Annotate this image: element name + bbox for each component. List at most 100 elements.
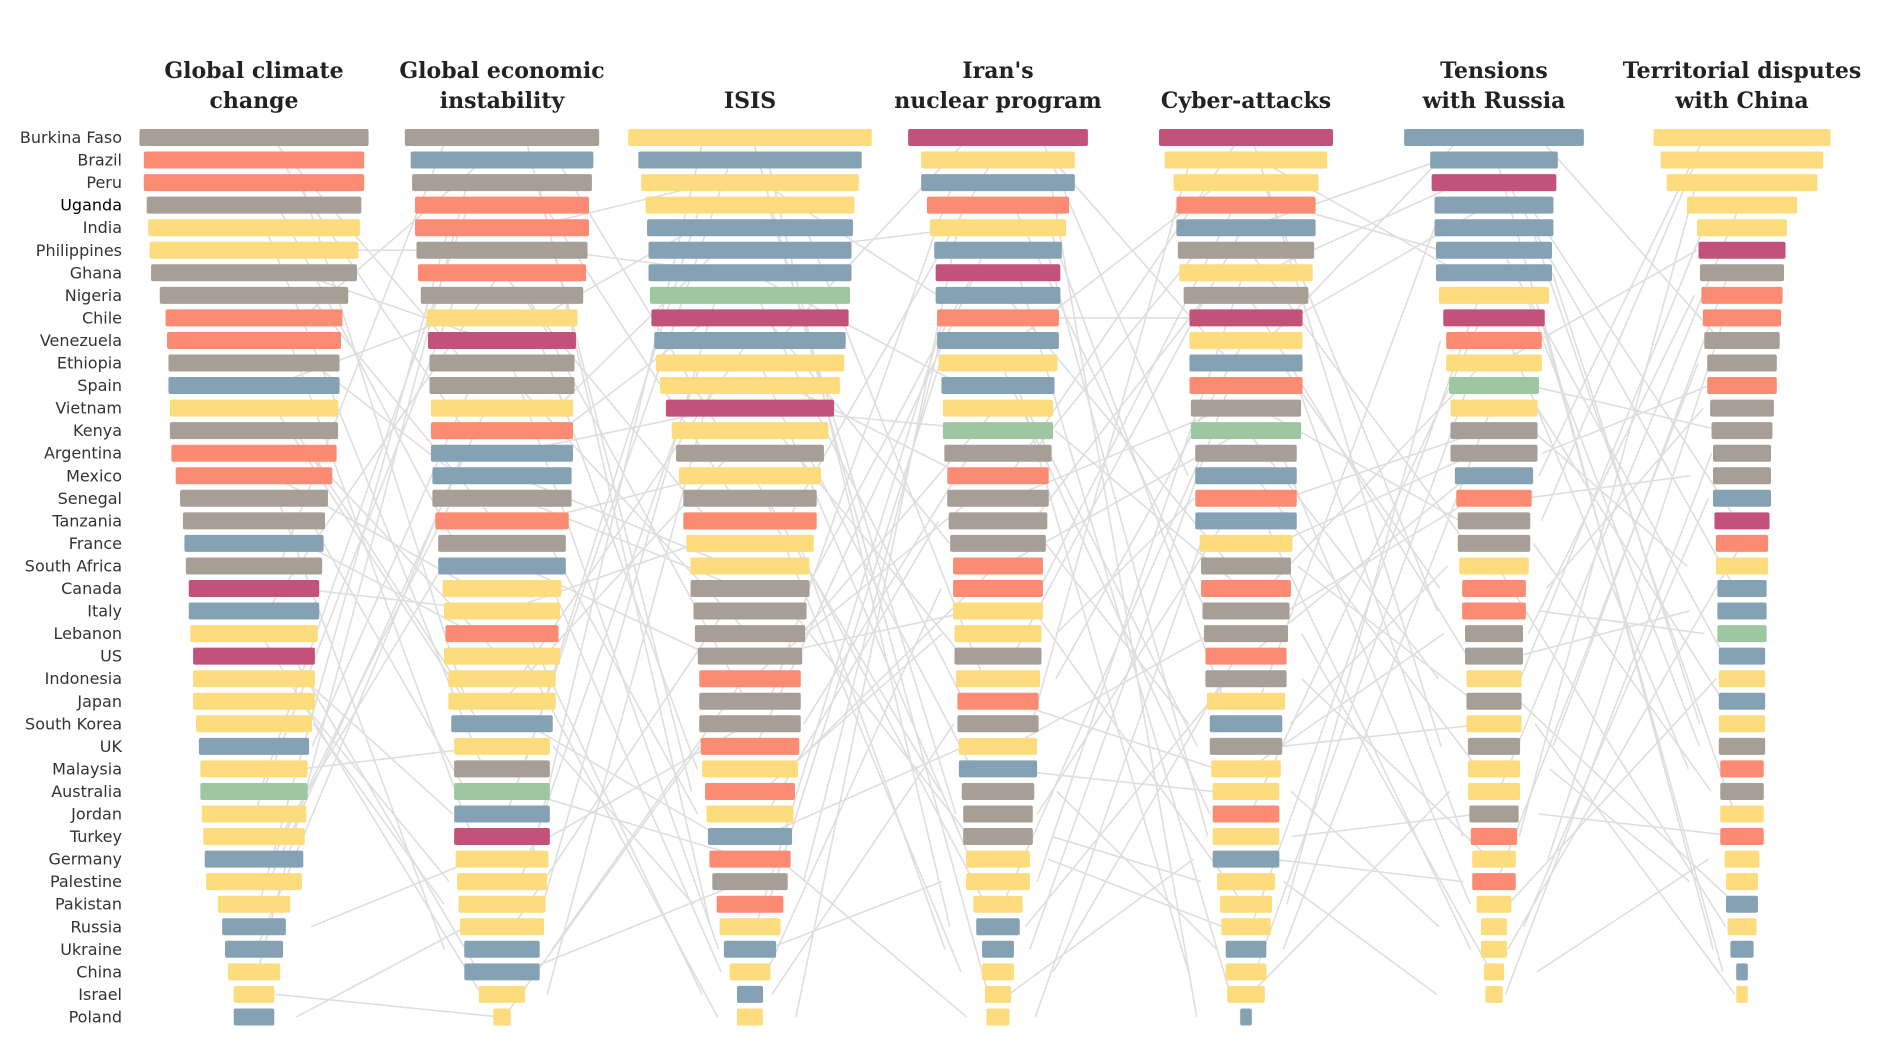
bar [628,129,872,146]
bar [1202,602,1290,620]
bar [934,241,1062,259]
bar [1465,625,1523,643]
bar [1718,715,1766,733]
bar [1164,151,1328,169]
bar [671,422,829,440]
bar [203,828,305,846]
bar [690,557,810,575]
bar [445,625,559,643]
bar [1199,534,1293,552]
bar [1189,377,1303,395]
connector-line [1536,407,1724,702]
bar [676,444,824,462]
country-label: Germany [48,850,122,869]
country-label: Australia [51,782,122,801]
connector-line [512,610,726,928]
connector-line [521,880,745,973]
bar [1724,850,1760,868]
connector-line [762,745,966,838]
bar [168,377,340,395]
country-label: Japan [76,692,122,711]
bar [448,692,556,710]
connector-line [1286,340,1442,905]
bar [1713,489,1771,507]
bar [706,805,794,823]
bar [957,692,1039,710]
bar [201,805,307,823]
bar [1717,580,1767,597]
bar [1720,760,1764,778]
bar [1467,782,1521,800]
bar [966,873,1030,891]
bar [1195,444,1297,462]
bar [660,377,840,395]
bar [947,489,1049,507]
connector-line [1301,633,1493,973]
bar [1201,580,1291,597]
connector-line [310,858,477,928]
bar [493,1008,511,1026]
bar [430,399,574,417]
bar [193,670,315,688]
bar [458,895,546,913]
bar [1159,129,1333,146]
bar [1736,963,1748,981]
bar [1176,219,1316,237]
bar [188,580,320,597]
bar [1718,737,1766,755]
connector-line [765,588,942,973]
bar [1467,737,1521,755]
bar [1480,918,1508,936]
bar [1727,918,1757,936]
connector-line [1547,317,1726,860]
country-label: Nigeria [65,286,122,305]
bar [1718,647,1766,665]
bar [1697,219,1787,237]
bar [429,377,575,395]
connector-line [307,452,501,657]
bar [1217,873,1275,891]
bar [459,918,545,936]
bar [986,1008,1010,1026]
connector-line [1031,249,1199,454]
bar [944,444,1052,462]
connector-line [1250,295,1481,928]
bar [665,399,835,417]
bar [976,918,1020,936]
column-header-line: instability [440,88,566,114]
connector-line [1251,137,1442,747]
column-header-line: Global economic [399,58,604,84]
bar [1179,264,1313,282]
bar [1467,760,1521,778]
country-label: Philippines [36,241,122,260]
connector-line [1263,520,1472,950]
connector-line [1056,790,1218,950]
country-label: Argentina [44,444,122,463]
bar [227,963,281,981]
bar [1713,467,1771,485]
connector-line [552,745,694,905]
country-label: Lebanon [53,624,122,643]
bar [982,940,1014,958]
bar [1212,850,1280,868]
bar [1183,286,1309,304]
bar [1472,873,1516,891]
bar [705,782,795,800]
connector-line [791,610,970,838]
bar [1431,174,1557,192]
bar [736,1008,764,1026]
connector-line [1507,340,1690,770]
connector-line [1258,227,1436,702]
bar [165,309,343,327]
bar [693,602,807,620]
country-label: Venezuela [40,331,122,350]
bar [1211,760,1281,778]
bar [926,196,1070,214]
bar [1699,264,1785,282]
bar [169,422,339,440]
connector-line [1525,295,1701,747]
bar [180,489,328,507]
country-label: Israel [78,985,122,1004]
bar [1720,828,1764,846]
connector-line [1282,723,1487,748]
